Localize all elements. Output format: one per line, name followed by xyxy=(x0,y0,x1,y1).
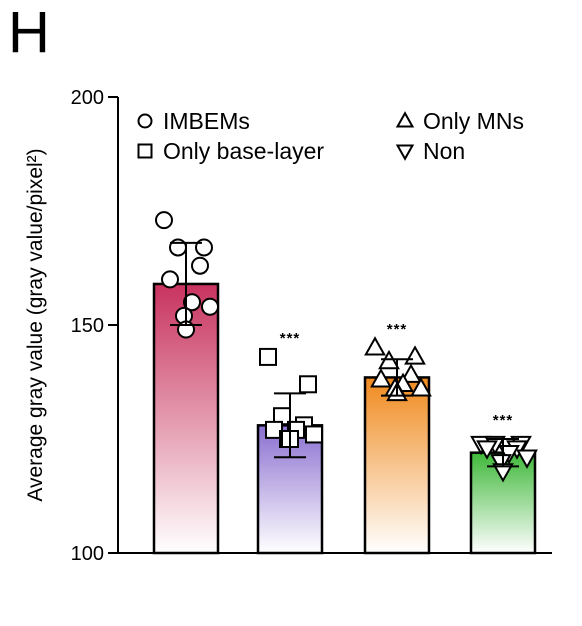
data-point xyxy=(364,336,386,356)
data-point xyxy=(299,375,317,394)
y-tick-label: 100 xyxy=(71,543,104,565)
legend-marker xyxy=(395,111,415,128)
legend-marker xyxy=(395,144,415,161)
panel-letter: H xyxy=(8,0,50,65)
data-point xyxy=(169,238,187,257)
data-point xyxy=(195,238,213,257)
legend-marker xyxy=(137,143,153,159)
data-point xyxy=(201,297,219,316)
legend-label: Non xyxy=(423,138,465,164)
data-point xyxy=(191,256,209,275)
data-point xyxy=(161,270,179,289)
y-tick-label: 150 xyxy=(71,315,104,337)
data-point xyxy=(305,425,323,444)
data-point xyxy=(155,211,173,230)
legend-marker xyxy=(137,113,153,129)
y-tick-label: 200 xyxy=(71,87,104,109)
significance-label: *** xyxy=(280,330,301,347)
significance-label: *** xyxy=(493,412,514,429)
data-point xyxy=(183,293,201,312)
legend-label: Only MNs xyxy=(423,108,524,134)
bar-2 xyxy=(363,376,431,555)
data-point xyxy=(259,347,277,366)
significance-label: *** xyxy=(387,321,408,338)
data-point xyxy=(410,377,432,397)
data-point xyxy=(404,345,426,365)
legend-label: IMBEMs xyxy=(163,108,250,134)
data-point xyxy=(370,368,392,388)
data-point xyxy=(476,440,498,460)
data-point xyxy=(265,420,283,439)
data-point xyxy=(400,363,422,383)
legend-label: Only base-layer xyxy=(163,138,324,164)
y-axis-label: Average gray value (gray value/pixel²) xyxy=(24,148,47,501)
data-point xyxy=(516,449,538,469)
